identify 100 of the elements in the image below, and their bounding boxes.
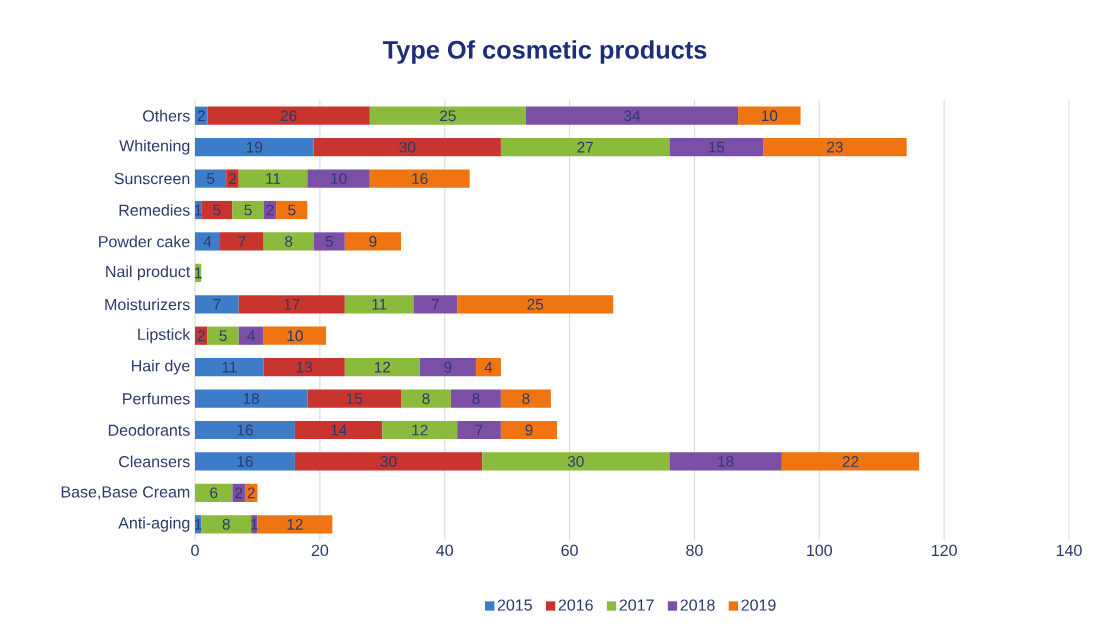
data-label: 7 [213, 299, 221, 310]
x-tick-label: 80 [686, 544, 703, 557]
data-label: 27 [577, 141, 593, 153]
data-label: 10 [287, 330, 303, 342]
data-label: 7 [238, 236, 246, 247]
data-label: 30 [380, 456, 397, 467]
data-label: 5 [206, 173, 215, 184]
bar [344, 295, 414, 314]
legend-label: 2019 [741, 599, 776, 611]
data-label: 8 [522, 393, 530, 404]
data-label: 11 [372, 299, 387, 310]
y-tick-label: Whitening [119, 139, 190, 155]
data-label: 5 [325, 236, 333, 247]
bar [500, 420, 558, 440]
bar [413, 295, 458, 314]
data-label: 4 [247, 330, 255, 341]
data-label: 4 [484, 361, 493, 373]
bar [313, 232, 345, 251]
data-label: 9 [525, 424, 533, 436]
bar [195, 358, 264, 377]
data-label: 9 [444, 361, 452, 373]
data-label: 18 [718, 456, 734, 467]
y-tick-label: Deodorants [108, 424, 190, 436]
data-label: 17 [284, 299, 300, 310]
y-tick-label: Sunscreen [114, 172, 190, 185]
x-tick-label: 100 [807, 544, 833, 557]
bar [313, 138, 501, 157]
y-tick-label: Perfumes [123, 392, 190, 405]
bar [201, 515, 252, 534]
data-label: 11 [222, 361, 237, 373]
y-tick-label: Others [143, 109, 190, 122]
data-label: 30 [567, 456, 584, 467]
data-label: 2 [235, 487, 243, 499]
data-label: 2 [266, 204, 274, 216]
data-label: 8 [472, 393, 480, 404]
x-tick-label: 120 [932, 544, 957, 557]
y-tick-label: Powder cake [99, 235, 190, 248]
bar [669, 138, 764, 157]
y-tick-label: Nail product [106, 265, 191, 281]
x-tick-label: 0 [191, 544, 199, 557]
bar [263, 358, 345, 377]
bar [763, 138, 907, 157]
data-label: 16 [412, 173, 428, 184]
data-label: 23 [827, 141, 843, 153]
bar [781, 452, 920, 471]
bar [257, 515, 333, 534]
bar [276, 200, 308, 220]
data-label: 5 [213, 204, 221, 216]
data-label: 2 [228, 173, 236, 184]
data-label: 11 [266, 173, 281, 184]
bar [457, 295, 614, 314]
bar [263, 326, 327, 345]
bar [238, 169, 308, 188]
legend-label: 2015 [497, 599, 532, 611]
data-label: 13 [296, 361, 313, 373]
bar [219, 232, 264, 251]
y-tick-label: Anti-aging [118, 516, 190, 532]
bar [195, 452, 295, 471]
data-label: 10 [761, 110, 778, 122]
bar [238, 295, 345, 314]
data-label: 18 [243, 393, 260, 404]
y-tick-label: Moisturizers [105, 298, 190, 311]
bar [450, 389, 501, 408]
data-label: 15 [346, 393, 363, 404]
data-label: 4 [203, 236, 212, 247]
bar [195, 295, 239, 314]
bar [525, 106, 739, 125]
legend-label: 2017 [619, 599, 654, 611]
data-label: 6 [210, 487, 218, 499]
bar [307, 389, 402, 408]
y-tick-label: Remedies [119, 204, 190, 216]
chart-title: Type Of cosmetic products [382, 40, 707, 64]
bar [307, 169, 370, 188]
bar [500, 389, 551, 408]
data-label: 9 [369, 236, 377, 247]
bar [195, 389, 308, 408]
data-label: 16 [237, 456, 253, 467]
bar [401, 389, 451, 408]
data-label: 7 [431, 299, 439, 310]
data-label: 16 [237, 424, 253, 436]
y-tick-label: Base,Base Cream [61, 486, 190, 500]
data-label: 26 [280, 110, 297, 122]
bar [263, 232, 314, 251]
y-tick-label: Cleansers [119, 455, 190, 468]
bar [195, 232, 220, 251]
data-label: 2 [197, 330, 205, 342]
data-label: 25 [527, 298, 544, 310]
x-tick-label: 140 [1056, 544, 1082, 557]
data-label: 5 [288, 204, 296, 216]
bar [294, 452, 483, 471]
data-label: 25 [440, 110, 456, 122]
data-label: 14 [331, 424, 347, 436]
bar [500, 138, 670, 157]
bar [382, 420, 458, 440]
bar [232, 200, 264, 220]
bar [195, 483, 233, 502]
data-label: 8 [285, 236, 293, 247]
y-tick-label: Lipstick [138, 328, 191, 344]
legend-label: 2016 [558, 599, 593, 611]
bar [669, 452, 782, 471]
